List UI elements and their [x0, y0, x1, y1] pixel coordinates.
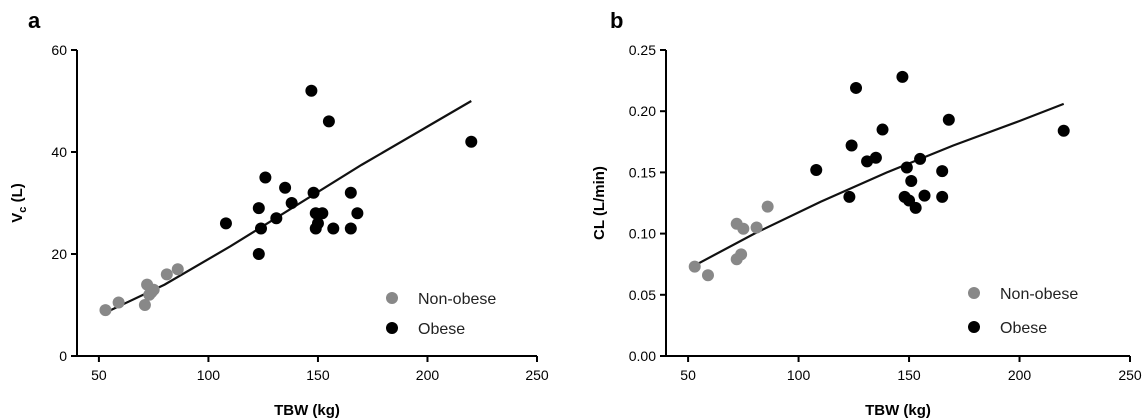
point-obese — [279, 181, 292, 194]
legend-marker-obese — [386, 322, 398, 334]
y-tick-label: 0.15 — [629, 164, 656, 180]
x-tick-label: 50 — [91, 367, 107, 383]
point-obese — [465, 135, 478, 148]
point-obese — [843, 190, 856, 203]
legend-label-obese: Obese — [1000, 320, 1047, 337]
y-tick-label: 20 — [51, 246, 67, 262]
point-obese — [344, 186, 357, 199]
point-obese — [936, 190, 949, 203]
point-non-obese — [138, 299, 151, 311]
y-tick-label: 0.25 — [629, 42, 656, 58]
y-axis-title-main: CL (L/min) — [591, 166, 608, 240]
point-non-obese — [735, 248, 748, 261]
point-obese — [810, 163, 823, 176]
point-obese — [307, 186, 320, 199]
point-obese — [918, 189, 931, 202]
point-non-obese — [147, 283, 160, 296]
y-tick-label: 0.05 — [629, 287, 656, 303]
x-tick-label: 150 — [306, 367, 330, 383]
x-tick-label: 250 — [525, 367, 549, 383]
y-axis-title-unit: (L) — [9, 183, 26, 206]
y-axis-title: Vc (L) — [9, 183, 29, 222]
point-non-obese — [761, 200, 774, 213]
point-obese — [311, 217, 324, 230]
point-obese — [270, 212, 283, 225]
point-non-obese — [99, 304, 112, 317]
point-obese — [252, 202, 265, 215]
x-tick-label: 50 — [680, 367, 696, 383]
point-obese — [344, 222, 357, 235]
point-obese — [327, 222, 340, 235]
y-tick-label: 0.00 — [629, 348, 656, 364]
point-obese — [259, 171, 272, 184]
point-obese — [914, 152, 927, 165]
point-obese — [322, 115, 335, 128]
panel-letter: a — [28, 8, 41, 33]
point-obese — [255, 222, 267, 235]
legend-marker-non-obese — [386, 292, 398, 304]
x-tick-label: 150 — [897, 367, 921, 383]
point-obese — [252, 248, 265, 260]
point-obese — [936, 165, 949, 178]
y-tick-label: 40 — [51, 144, 67, 160]
point-obese — [869, 151, 882, 164]
point-obese — [905, 174, 918, 187]
x-tick-label: 100 — [197, 367, 221, 383]
legend-marker-non-obese — [968, 287, 980, 299]
fit-line — [694, 102, 1065, 267]
point-obese — [850, 81, 863, 94]
chart-panel-b: b 50 100 150 200 250 0.00 0.05 0.10 0.15 0.20 0.25 T… — [591, 8, 1142, 419]
point-obese — [896, 70, 909, 83]
point-non-obese — [171, 263, 184, 276]
point-obese — [316, 207, 329, 220]
point-non-obese — [688, 260, 701, 273]
legend-label-non-obese: Non-obese — [1000, 286, 1078, 303]
point-obese — [351, 207, 364, 220]
point-non-obese — [737, 222, 750, 235]
point-obese — [219, 217, 232, 230]
point-non-obese — [112, 296, 125, 309]
legend-marker-obese — [968, 321, 980, 333]
point-non-obese — [750, 221, 763, 234]
point-obese — [1057, 124, 1070, 137]
x-tick-label: 100 — [787, 367, 811, 383]
panel-letter: b — [610, 8, 623, 33]
y-tick-label: 0 — [59, 348, 67, 364]
y-axis-title-subscript: c — [17, 207, 29, 213]
point-obese — [876, 123, 889, 136]
x-axis-title: TBW (kg) — [865, 402, 931, 419]
x-tick-label: 200 — [1008, 367, 1032, 383]
x-axis-title: TBW (kg) — [274, 402, 340, 419]
y-axis-title: CL (L/min) — [591, 166, 608, 240]
point-obese — [900, 161, 913, 174]
legend-label-non-obese: Non-obese — [418, 291, 496, 308]
y-tick-label: 60 — [51, 42, 67, 58]
legend-label-obese: Obese — [418, 321, 465, 338]
y-tick-label: 0.20 — [629, 103, 656, 119]
point-non-obese — [701, 269, 714, 282]
point-obese — [305, 84, 318, 97]
point-obese — [845, 139, 858, 152]
point-non-obese — [160, 268, 173, 281]
point-obese — [942, 113, 955, 126]
y-axis-title-main: V — [9, 213, 26, 223]
x-tick-label: 200 — [416, 367, 440, 383]
chart-panel-a: a 50 100 150 200 250 0 20 40 60 TBW (kg) Vc (L) Non-… — [9, 8, 549, 419]
x-tick-label: 250 — [1118, 367, 1142, 383]
y-tick-label: 0.10 — [629, 226, 656, 242]
point-obese — [285, 197, 298, 209]
point-obese — [909, 201, 922, 214]
